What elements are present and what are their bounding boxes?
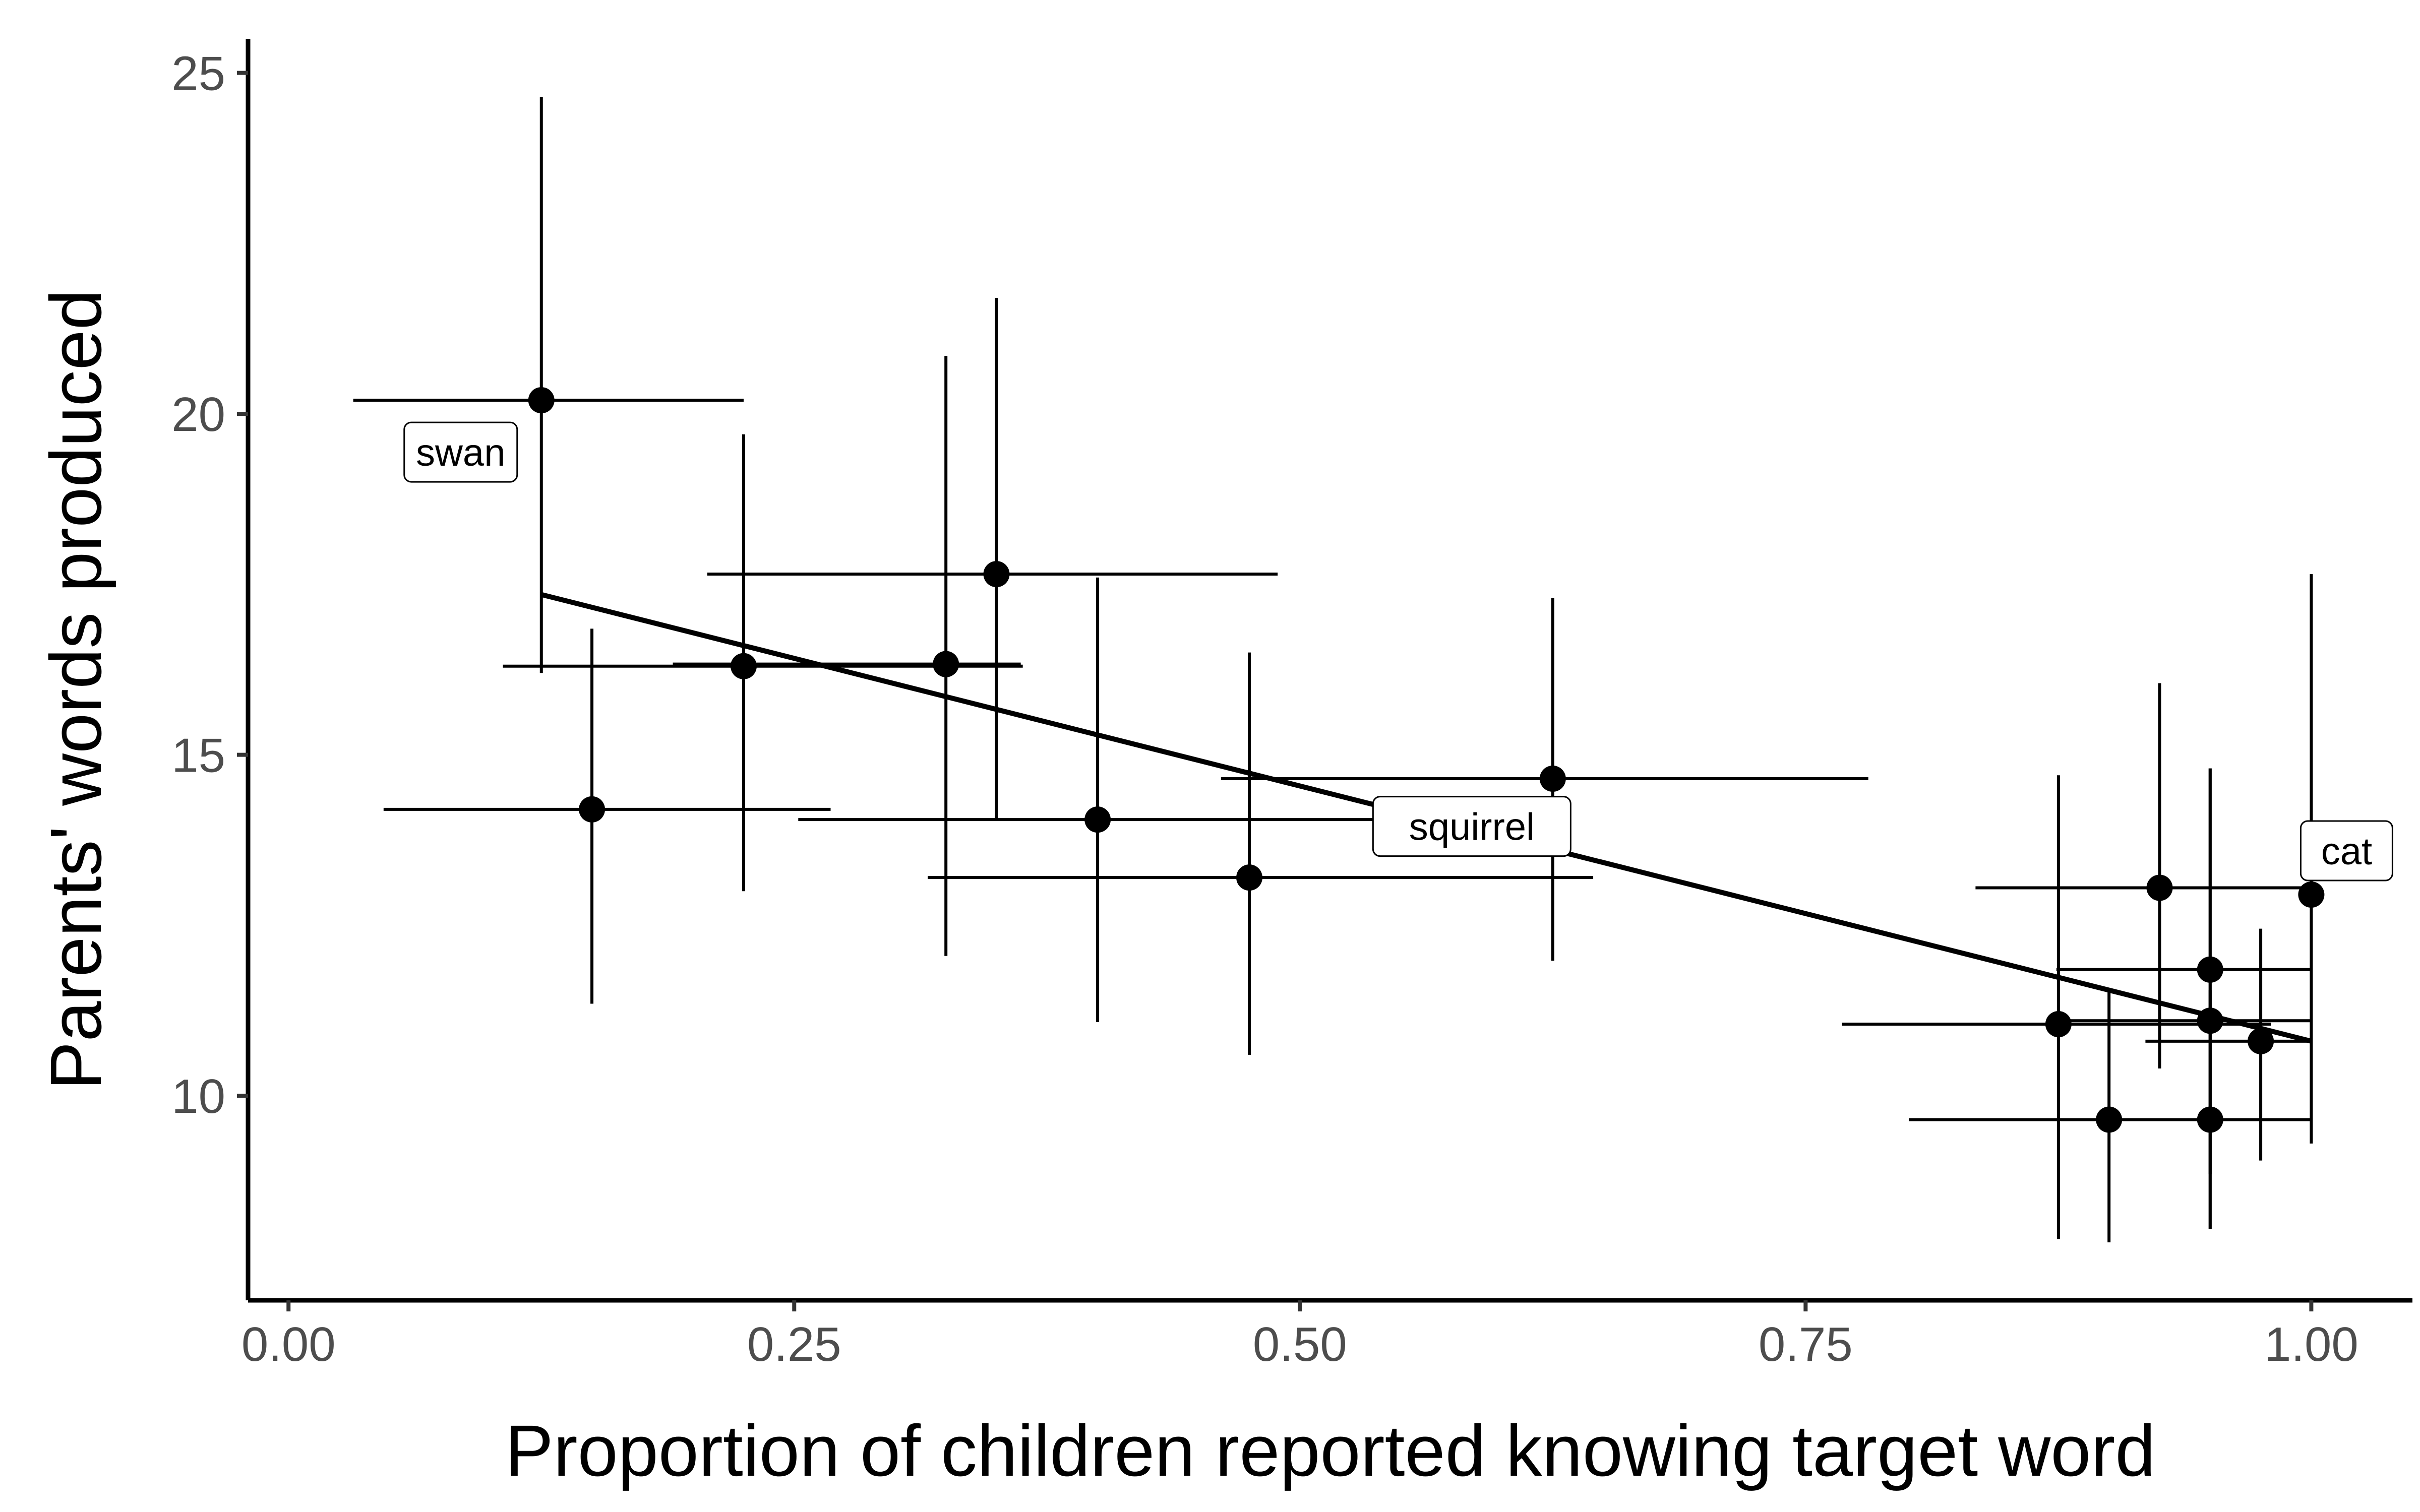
data-point [2248, 1028, 2274, 1054]
data-point [983, 561, 1010, 588]
point-labels-layer: swan cat squirrel [403, 421, 2393, 881]
label-box [403, 421, 518, 483]
x-tick-label: 0.25 [747, 1317, 841, 1371]
data-point [579, 796, 606, 823]
label-box [2300, 820, 2393, 881]
label-box [1372, 796, 1571, 857]
data-point [2197, 1106, 2223, 1133]
data-points-layer [528, 387, 2325, 1133]
data-point [528, 387, 555, 414]
data-point [1539, 765, 1566, 792]
x-axis-title: Proportion of children reported knowing … [505, 1410, 2156, 1491]
data-point [1236, 864, 1263, 891]
x-tick-label: 0.00 [241, 1317, 336, 1371]
point-label: cat [2321, 830, 2372, 873]
x-axis-ticks: 0.00 0.25 0.50 0.75 1.00 [241, 1300, 2358, 1371]
y-tick-label: 10 [171, 1069, 225, 1123]
data-point [1084, 806, 1111, 833]
data-point [2045, 1011, 2072, 1038]
x-tick-label: 0.75 [1759, 1317, 1853, 1371]
data-point [2146, 874, 2173, 901]
point-label: swan [416, 431, 505, 474]
data-point [2197, 1007, 2223, 1034]
data-point [933, 651, 959, 677]
data-point [2096, 1106, 2123, 1133]
point-label: squirrel [1409, 806, 1535, 849]
data-point [2197, 956, 2223, 983]
y-tick-label: 15 [171, 729, 225, 783]
y-tick-label: 25 [171, 47, 225, 101]
y-axis-ticks: 10 15 20 25 [171, 47, 248, 1123]
data-point [2298, 881, 2325, 908]
x-tick-label: 0.50 [1253, 1317, 1347, 1371]
x-tick-label: 1.00 [2264, 1317, 2358, 1371]
y-tick-label: 20 [171, 388, 225, 442]
data-point [730, 653, 757, 679]
y-axis-title: Parents' words produced [35, 289, 116, 1090]
